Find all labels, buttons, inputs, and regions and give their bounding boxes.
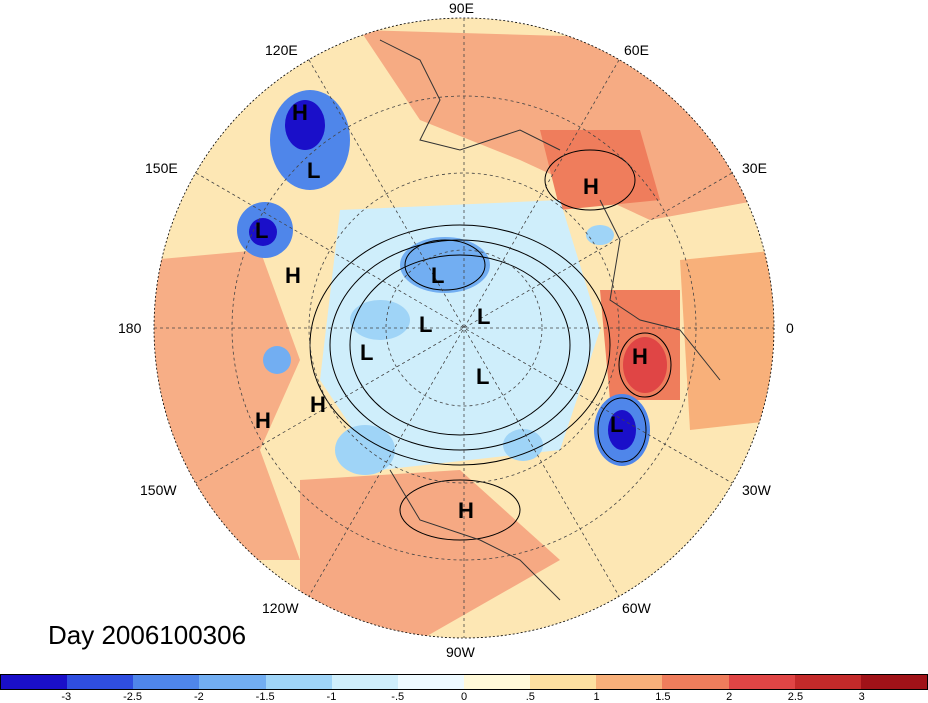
colorbar-swatch — [133, 675, 200, 689]
colorbar-tick-label: -.5 — [391, 691, 405, 703]
colorbar-swatch — [463, 675, 531, 689]
system-marker: H — [458, 498, 474, 523]
colorbar-swatch — [1, 675, 68, 689]
lon-label-60e: 60E — [624, 42, 649, 58]
colorbar-tick-label: -2 — [193, 691, 204, 703]
lon-label-60w: 60W — [622, 600, 651, 616]
system-marker: L — [360, 340, 373, 365]
lon-label-180: 180 — [118, 320, 142, 336]
colorbar-tick-label: -1.5 — [255, 691, 275, 703]
lon-label-30e: 30E — [742, 160, 767, 176]
colorbar-tick-label: -1 — [326, 691, 337, 703]
system-marker: L — [610, 412, 623, 437]
lon-label-150e: 150E — [145, 160, 178, 176]
colorbar-tick-label: 1.5 — [655, 691, 671, 703]
pressure-systems: H L L H H L L L L L H H H L H — [255, 100, 648, 523]
colorbar-swatch — [530, 675, 597, 689]
lon-label-30w: 30W — [742, 482, 771, 498]
lon-label-120e: 120E — [265, 42, 298, 58]
lon-label-0: 0 — [786, 320, 794, 336]
colorbar-tick-label: 3 — [858, 691, 865, 703]
colorbar-swatch — [662, 675, 729, 689]
colorbar-tick-label: -3 — [61, 691, 72, 703]
colorbar-tick-label: 2 — [726, 691, 733, 703]
colorbar-swatch — [397, 675, 464, 689]
colorbar-swatch — [199, 675, 266, 689]
colorbar-swatch — [860, 675, 927, 689]
colorbar-swatch — [596, 675, 663, 689]
lon-label-120w: 120W — [262, 600, 299, 616]
system-marker: H — [255, 408, 271, 433]
system-marker: H — [310, 392, 326, 417]
lon-label-150w: 150W — [140, 482, 177, 498]
system-marker: L — [419, 312, 432, 337]
system-marker: L — [307, 158, 320, 183]
system-marker: L — [431, 263, 444, 288]
colorbar-tick-label: 1 — [593, 691, 600, 703]
colorbar-swatch — [728, 675, 795, 689]
colorbar-swatch — [265, 675, 332, 689]
system-marker: L — [476, 364, 489, 389]
colorbar — [0, 674, 928, 690]
colorbar-tick-label: .5 — [525, 691, 535, 703]
system-marker: H — [632, 344, 648, 369]
colorbar-tick-label: 2.5 — [787, 691, 804, 703]
colorbar-swatch — [794, 675, 861, 689]
colorbar-swatch — [331, 675, 398, 689]
system-marker: H — [583, 174, 599, 199]
graticule — [153, 17, 775, 639]
system-marker: L — [477, 304, 490, 329]
lon-label-90w: 90W — [446, 644, 475, 660]
system-marker: H — [285, 263, 301, 288]
colorbar-tick-label: -2.5 — [123, 691, 143, 703]
system-marker: L — [255, 218, 268, 243]
system-marker: H — [292, 100, 308, 125]
map-title: Day 2006100306 — [48, 620, 247, 650]
colorbar-swatch — [67, 675, 134, 689]
lon-label-90e: 90E — [449, 0, 474, 16]
colorbar-tick-label: 0 — [460, 691, 468, 703]
